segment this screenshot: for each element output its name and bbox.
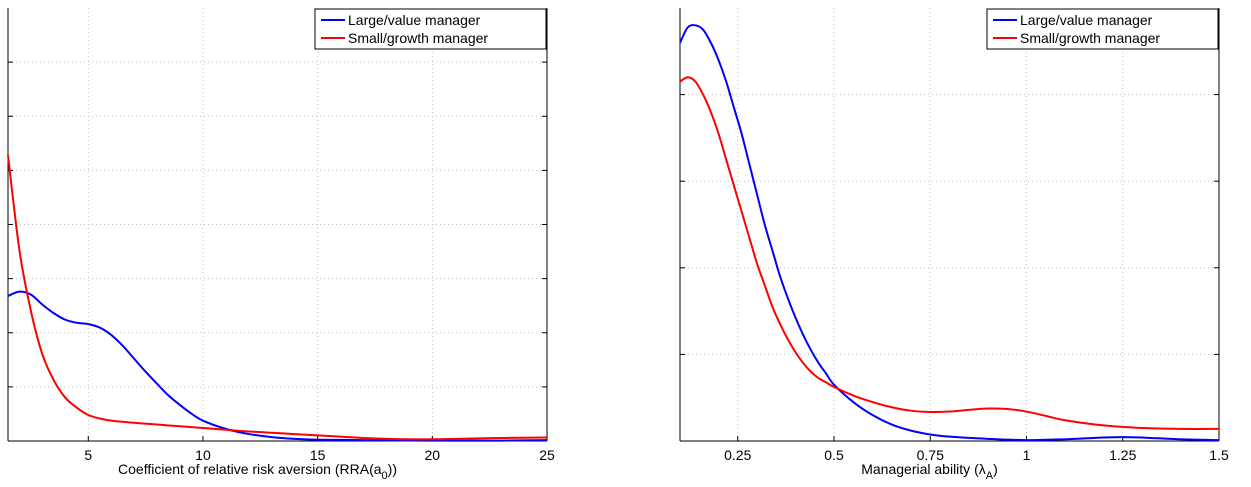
x-tick-label: 1.5 <box>1209 447 1229 463</box>
x-tick-label: 1.25 <box>1109 447 1136 463</box>
x-tick-label: 15 <box>310 447 326 463</box>
right-chart-panel: 0.25 0.5 0.75 1 1.25 1.5 Managerial ability (λ… <box>679 8 1229 482</box>
legend-entry: Large/value manager <box>348 12 481 28</box>
left-chart-panel: 5 10 15 20 25 Coefficient of relative risk av… <box>7 8 555 482</box>
series-line-small-growth <box>7 155 548 441</box>
series-line-small-growth <box>679 76 1220 430</box>
x-tick-label: 25 <box>539 447 555 463</box>
x-tick-label: 1 <box>1023 447 1031 463</box>
series-line-large-value <box>7 290 548 442</box>
legend: Large/value manager Small/growth manager <box>314 8 547 50</box>
x-tick-label: 0.75 <box>917 447 944 463</box>
x-axis-label: Managerial ability (λA) <box>861 461 998 482</box>
x-tick-label: 0.5 <box>824 447 844 463</box>
legend-entry: Small/growth manager <box>348 30 488 46</box>
legend-entry: Small/growth manager <box>1020 30 1160 46</box>
x-tick-label: 20 <box>425 447 441 463</box>
x-tick-label: 0.25 <box>724 447 751 463</box>
series-line-large-value <box>679 24 1220 442</box>
legend-box <box>314 8 547 50</box>
legend: Large/value manager Small/growth manager <box>986 8 1219 50</box>
x-tick-label: 10 <box>195 447 211 463</box>
x-tick-label: 5 <box>84 447 92 463</box>
legend-box <box>986 8 1219 50</box>
x-axis-label: Coefficient of relative risk aversion (R… <box>118 461 397 482</box>
legend-entry: Large/value manager <box>1020 12 1153 28</box>
